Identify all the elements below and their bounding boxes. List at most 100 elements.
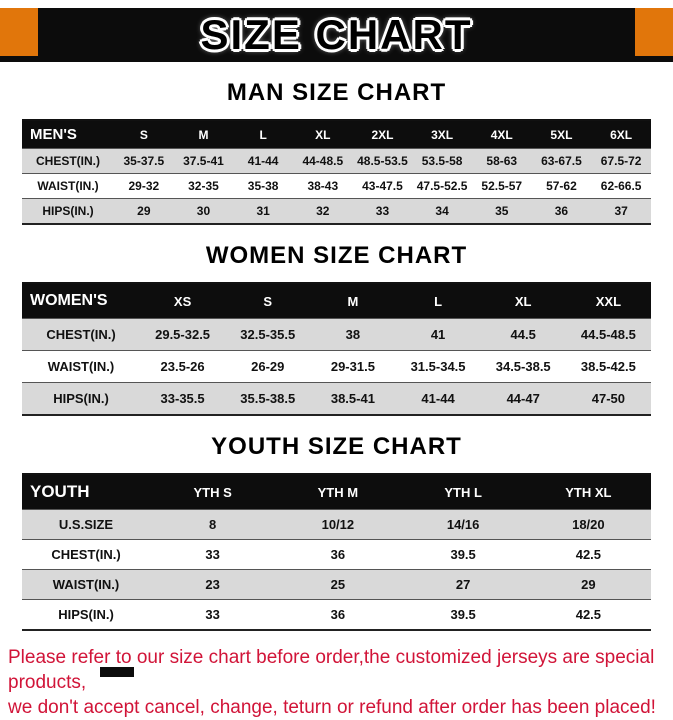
column-header: 2XL: [352, 119, 413, 149]
column-header: S: [225, 282, 311, 319]
size-value: 47-50: [565, 382, 651, 415]
size-value: 44.5: [480, 318, 566, 351]
size-value: 38: [310, 318, 396, 351]
size-value: 25: [275, 569, 401, 600]
size-value: 35-38: [233, 173, 293, 199]
table-row: HIPS(IN.) 33 36 39.5 42.5: [22, 599, 651, 630]
size-value: 29-32: [114, 173, 174, 199]
size-value: 41-44: [233, 148, 293, 174]
banner-right-orange-accent: [635, 8, 673, 56]
size-value: 36: [275, 599, 401, 630]
size-value: 14/16: [400, 509, 526, 540]
column-header: XL: [292, 119, 353, 149]
column-header: 5XL: [531, 119, 592, 149]
size-value: 29-31.5: [310, 350, 396, 383]
size-value: 32: [292, 198, 353, 224]
table-row: CHEST(IN.) 29.5-32.5 32.5-35.5 38 41 44.5 44.5…: [22, 318, 651, 351]
women-size-table: WOMEN'S XS S M L XL XXL CHEST(IN.) 29.5-32.5 32.5…: [22, 282, 651, 416]
table-row: WAIST(IN.) 23 25 27 29: [22, 569, 651, 600]
size-value: 35.5-38.5: [225, 382, 311, 415]
size-value: 47.5-52.5: [412, 173, 472, 199]
size-value: 62-66.5: [591, 173, 651, 199]
page-title: SIZE CHART: [200, 11, 473, 58]
size-value: 58-63: [471, 148, 532, 174]
size-value: 35-37.5: [114, 148, 174, 174]
size-value: 32.5-35.5: [225, 318, 311, 351]
size-value: 26-29: [225, 350, 311, 383]
women-size-section: WOMEN SIZE CHART WOMEN'S XS S M L XL XXL CHEST(…: [0, 242, 673, 416]
size-value: 27: [400, 569, 526, 600]
footer-disclaimer: Please refer to our size chart before or…: [8, 645, 665, 720]
youth-size-table: YOUTH YTH S YTH M YTH L YTH XL U.S.SIZE 8 10/12…: [22, 473, 651, 631]
column-header: XXL: [565, 282, 651, 319]
size-value: 35: [471, 198, 532, 224]
column-header: 3XL: [412, 119, 472, 149]
size-value: 8: [150, 509, 276, 540]
column-header: L: [233, 119, 293, 149]
size-value: 31: [233, 198, 293, 224]
size-value: 44.5-48.5: [565, 318, 651, 351]
size-value: 44-47: [480, 382, 566, 415]
size-value: 33: [150, 539, 276, 570]
size-value: 53.5-58: [412, 148, 472, 174]
size-value: 18/20: [525, 509, 651, 540]
column-header: YTH XL: [525, 473, 651, 510]
row-label: WAIST(IN.): [22, 569, 150, 600]
size-value: 29: [525, 569, 651, 600]
table-header-row: WOMEN'S XS S M L XL XXL: [22, 282, 651, 319]
table-row: U.S.SIZE 8 10/12 14/16 18/20: [22, 509, 651, 540]
table-row: WAIST(IN.) 23.5-26 26-29 29-31.5 31.5-34.5 34…: [22, 350, 651, 383]
size-value: 41-44: [395, 382, 481, 415]
table-row: CHEST(IN.) 35-37.5 37.5-41 41-44 44-48.5 48.5…: [22, 148, 651, 174]
table-header-row: YOUTH YTH S YTH M YTH L YTH XL: [22, 473, 651, 510]
row-label: CHEST(IN.): [22, 318, 140, 351]
size-value: 33: [352, 198, 413, 224]
size-value: 52.5-57: [471, 173, 532, 199]
table-row: HIPS(IN.) 33-35.5 35.5-38.5 38.5-41 41-44 44-…: [22, 382, 651, 415]
title-banner: SIZE CHART: [0, 8, 673, 62]
size-value: 34: [412, 198, 472, 224]
size-value: 39.5: [400, 599, 526, 630]
row-label: WAIST(IN.): [22, 173, 114, 199]
size-value: 67.5-72: [591, 148, 651, 174]
row-label: HIPS(IN.): [22, 198, 114, 224]
size-value: 37: [591, 198, 651, 224]
size-value: 63-67.5: [531, 148, 592, 174]
size-value: 44-48.5: [292, 148, 353, 174]
row-label: U.S.SIZE: [22, 509, 150, 540]
table-row: CHEST(IN.) 33 36 39.5 42.5: [22, 539, 651, 570]
column-header: XL: [480, 282, 566, 319]
size-value: 38.5-42.5: [565, 350, 651, 383]
column-header: M: [173, 119, 234, 149]
size-value: 48.5-53.5: [352, 148, 413, 174]
column-header: YTH M: [275, 473, 401, 510]
size-value: 39.5: [400, 539, 526, 570]
row-label: CHEST(IN.): [22, 539, 150, 570]
size-value: 41: [395, 318, 481, 351]
size-value: 43-47.5: [352, 173, 413, 199]
men-section-heading: MAN SIZE CHART: [226, 79, 447, 106]
men-size-table: MEN'S S M L XL 2XL 3XL 4XL 5XL 6XL CHEST(IN.) 35-37…: [22, 119, 651, 225]
column-header: YTH S: [150, 473, 276, 510]
table-header-row: MEN'S S M L XL 2XL 3XL 4XL 5XL 6XL: [22, 119, 651, 149]
column-header: L: [395, 282, 481, 319]
column-header: M: [310, 282, 396, 319]
column-header: 6XL: [591, 119, 651, 149]
table-corner-label: WOMEN'S: [22, 282, 140, 319]
size-value: 10/12: [275, 509, 401, 540]
size-value: 29: [114, 198, 174, 224]
column-header: YTH L: [400, 473, 526, 510]
men-size-section: MAN SIZE CHART MEN'S S M L XL 2XL 3XL 4XL 5XL 6XL…: [0, 79, 673, 225]
column-header: 4XL: [471, 119, 532, 149]
column-header: S: [114, 119, 174, 149]
size-value: 32-35: [173, 173, 234, 199]
size-value: 57-62: [531, 173, 592, 199]
footer-disclaimer-line2: we don't accept cancel, change, teturn o…: [8, 697, 656, 719]
size-value: 30: [173, 198, 234, 224]
size-value: 31.5-34.5: [395, 350, 481, 383]
row-label: HIPS(IN.): [22, 382, 140, 415]
table-corner-label: YOUTH: [22, 473, 150, 510]
table-row: HIPS(IN.) 29 30 31 32 33 34 35 36 37: [22, 198, 651, 224]
youth-section-heading: YOUTH SIZE CHART: [211, 433, 462, 460]
size-value: 23: [150, 569, 276, 600]
